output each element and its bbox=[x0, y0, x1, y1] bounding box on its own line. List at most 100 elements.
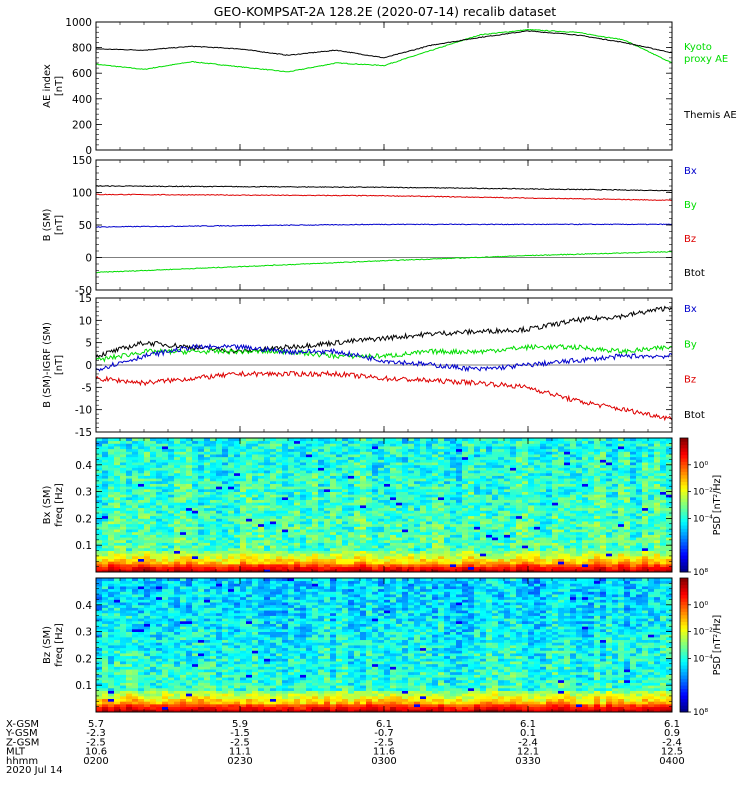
spectrogram-cell bbox=[120, 472, 127, 476]
spectrogram-cell bbox=[516, 472, 523, 476]
spectrogram-cell bbox=[594, 443, 601, 447]
spectrogram-cell bbox=[240, 448, 247, 452]
spectrogram-cell bbox=[582, 499, 589, 503]
spectrogram-cell bbox=[342, 545, 349, 549]
spectrogram-cell bbox=[498, 470, 505, 474]
spectrogram-cell bbox=[618, 480, 625, 484]
spectrogram-cell bbox=[180, 518, 187, 522]
spectrogram-cell bbox=[204, 496, 211, 501]
spectrogram-cell bbox=[582, 454, 589, 458]
spectrogram-cell bbox=[336, 513, 343, 517]
spectrogram-cell bbox=[270, 470, 277, 474]
spectrogram-cell bbox=[450, 446, 457, 450]
spectrogram-cell bbox=[486, 451, 493, 455]
spectrogram-cell bbox=[138, 510, 145, 514]
spectrogram-cell bbox=[528, 531, 535, 535]
spectrogram-cell bbox=[444, 443, 451, 447]
spectrogram-cell bbox=[606, 446, 613, 450]
spectrogram-cell bbox=[636, 483, 643, 487]
spectrogram-cell bbox=[288, 483, 295, 487]
spectrogram-cell bbox=[600, 513, 607, 517]
spectrogram-cell bbox=[582, 537, 589, 541]
spectrogram-cell bbox=[306, 438, 313, 442]
spectrogram-cell bbox=[444, 494, 451, 498]
spectrogram-cell bbox=[96, 459, 103, 463]
spectrogram-cell bbox=[234, 523, 241, 527]
spectrogram-cell bbox=[504, 537, 511, 541]
spectrogram-cell bbox=[264, 483, 271, 487]
spectrogram-cell bbox=[606, 521, 613, 525]
spectrogram-cell bbox=[264, 496, 271, 501]
spectrogram-cell bbox=[414, 523, 421, 527]
spectrogram-cell bbox=[234, 488, 241, 492]
spectrogram-cell bbox=[156, 459, 163, 463]
spectrogram-cell bbox=[228, 526, 235, 530]
spectrogram-cell bbox=[180, 513, 187, 517]
spectrogram-cell bbox=[174, 521, 181, 525]
spectrogram-cell bbox=[390, 513, 397, 517]
spectrogram-cell bbox=[174, 547, 181, 551]
spectrogram-cell bbox=[546, 515, 553, 519]
spectrogram-cell bbox=[606, 518, 613, 522]
spectrogram-cell bbox=[252, 553, 259, 557]
spectrogram-cell bbox=[186, 470, 193, 474]
spectrogram-cell bbox=[390, 480, 397, 484]
spectrogram-cell bbox=[156, 566, 163, 570]
spectrogram-cell bbox=[216, 563, 223, 568]
spectrogram-cell bbox=[252, 529, 259, 533]
spectrogram-cell bbox=[216, 547, 223, 551]
spectrogram-cell bbox=[360, 529, 367, 533]
spectrogram-cell bbox=[414, 537, 421, 541]
spectrogram-cell bbox=[342, 531, 349, 535]
spectrogram-cell bbox=[516, 569, 523, 573]
spectrogram-cell bbox=[606, 443, 613, 447]
spectrogram-cell bbox=[180, 526, 187, 530]
spectrogram-cell bbox=[564, 438, 571, 442]
spectrogram-cell bbox=[294, 502, 301, 506]
spectrogram-cell bbox=[402, 523, 409, 527]
spectrogram-cell bbox=[384, 553, 391, 557]
spectrogram-cell bbox=[438, 494, 445, 498]
spectrogram-cell bbox=[576, 537, 583, 541]
spectrogram-cell bbox=[492, 537, 499, 541]
spectrogram-cell bbox=[612, 545, 619, 549]
spectrogram-cell bbox=[174, 496, 181, 501]
spectrogram-cell bbox=[414, 470, 421, 474]
spectrogram-cell bbox=[360, 537, 367, 541]
spectrogram-cell bbox=[570, 475, 577, 479]
spectrogram-cell bbox=[576, 550, 583, 554]
spectrogram-cell bbox=[360, 438, 367, 442]
spectrogram-cell bbox=[198, 510, 205, 514]
spectrogram-cell bbox=[300, 462, 307, 466]
spectrogram-cell bbox=[330, 446, 337, 450]
spectrogram-cell bbox=[324, 515, 331, 519]
spectrogram-cell bbox=[216, 521, 223, 525]
spectrogram-cell bbox=[336, 448, 343, 452]
spectrogram-cell bbox=[252, 494, 259, 498]
spectrogram-cell bbox=[330, 502, 337, 506]
spectrogram-cell bbox=[486, 491, 493, 495]
spectrogram-cell bbox=[468, 539, 475, 543]
spectrogram-cell bbox=[390, 456, 397, 460]
spectrogram-cell bbox=[558, 462, 565, 466]
spectrogram-cell bbox=[522, 438, 529, 442]
spectrogram-cell bbox=[582, 555, 589, 559]
spectrogram-cell bbox=[438, 569, 445, 573]
spectrogram-cell bbox=[120, 496, 127, 501]
spectrogram-cell bbox=[318, 507, 325, 511]
spectrogram-cell bbox=[258, 472, 265, 476]
spectrogram-cell bbox=[252, 478, 259, 482]
spectrogram-cell bbox=[528, 491, 535, 495]
spectrogram-cell bbox=[372, 566, 379, 570]
spectrogram-cell bbox=[618, 521, 625, 525]
spectrogram-cell bbox=[414, 526, 421, 530]
spectrogram-cell bbox=[138, 542, 145, 546]
spectrogram-cell bbox=[474, 555, 481, 559]
spectrogram-cell bbox=[126, 537, 133, 541]
spectrogram-cell bbox=[522, 494, 529, 498]
spectrogram-cell bbox=[564, 496, 571, 501]
spectrogram-cell bbox=[198, 553, 205, 557]
spectrogram-cell bbox=[510, 529, 517, 533]
spectrogram-cell bbox=[630, 454, 637, 458]
spectrogram-cell bbox=[468, 521, 475, 525]
